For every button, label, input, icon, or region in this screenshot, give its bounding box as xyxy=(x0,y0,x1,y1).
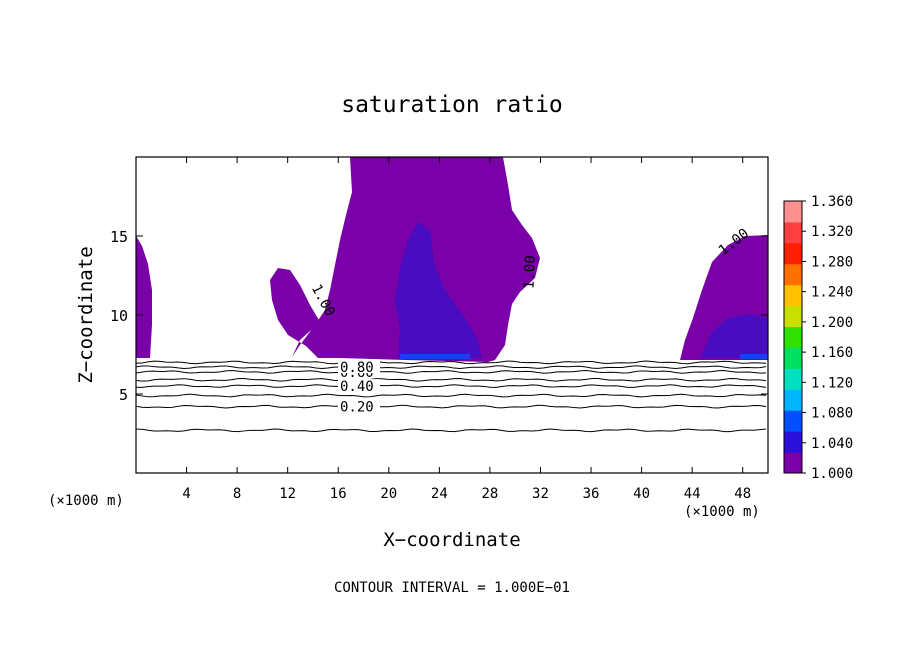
x-tick-label: 4 xyxy=(182,486,190,502)
x-tick-label: 28 xyxy=(481,486,498,502)
boundary-contour-label: 1.00 xyxy=(522,255,539,289)
colorbar-label: 1.320 xyxy=(811,224,853,240)
contour-line xyxy=(136,365,767,370)
colorbar-label: 1.280 xyxy=(811,254,853,270)
contour-line xyxy=(136,393,767,398)
contour-interval-note: CONTOUR INTERVAL = 1.000E−01 xyxy=(334,580,570,596)
colorbar-segment xyxy=(784,410,802,432)
colorbar-label: 1.040 xyxy=(811,436,853,452)
contour-lines xyxy=(136,360,767,433)
contour-label: 0.40 xyxy=(340,379,374,395)
colorbar-segment xyxy=(784,368,802,390)
x-tick-label: 36 xyxy=(583,486,600,502)
contour-line xyxy=(136,428,767,433)
region-base-glow-right xyxy=(740,354,768,359)
y-tick-label: 15 xyxy=(110,228,128,246)
x-axis-label: X−coordinate xyxy=(383,529,520,551)
colorbar-segment xyxy=(784,263,802,286)
contour-label-bg xyxy=(338,379,380,393)
colorbar-segment xyxy=(784,201,802,223)
colorbar-segment xyxy=(784,389,802,411)
x-tick-label: 16 xyxy=(330,486,347,502)
colorbar-label: 1.200 xyxy=(811,315,853,331)
colorbar-label: 1.120 xyxy=(811,375,853,391)
colorbar-segment xyxy=(784,242,802,265)
contour-label-bg xyxy=(338,360,380,374)
y-tick-label: 10 xyxy=(110,307,128,325)
y-axis: 5 10 15 xyxy=(110,228,768,404)
y-axis-label: Z−coordinate xyxy=(75,246,97,383)
region-base-glow-center xyxy=(400,354,470,359)
colorbar-segment xyxy=(784,431,802,453)
x-tick-label: 20 xyxy=(380,486,397,502)
chart-title: saturation ratio xyxy=(341,92,563,118)
x-unit-left: (×1000 m) xyxy=(48,493,124,509)
colorbar-frame xyxy=(783,200,803,474)
contour-line xyxy=(136,370,767,374)
contour-line xyxy=(136,377,767,382)
colorbar-segment xyxy=(784,326,802,348)
colorbar-label: 1.160 xyxy=(811,345,853,361)
x-tick-label: 12 xyxy=(279,486,296,502)
colorbar-segment xyxy=(784,305,802,328)
y-tick-label: 5 xyxy=(119,386,128,404)
colorbar-segment xyxy=(784,452,802,474)
colorbar-label: 1.080 xyxy=(811,406,853,422)
x-tick-label: 32 xyxy=(532,486,549,502)
x-tick-label: 24 xyxy=(431,486,448,502)
colorbar-segment xyxy=(784,221,802,244)
colorbar-segment xyxy=(784,284,802,307)
region-central-core xyxy=(395,222,482,358)
colorbar-label: 1.240 xyxy=(811,285,853,301)
colorbar-segment xyxy=(784,347,802,369)
x-tick-label: 48 xyxy=(734,486,751,502)
contour-label: 0.20 xyxy=(340,400,374,416)
x-tick-label: 44 xyxy=(684,486,701,502)
region-left-cloud xyxy=(136,236,152,358)
x-tick-label: 8 xyxy=(233,486,241,502)
contour-label: 0.80 xyxy=(340,360,374,376)
x-unit-right: (×1000 m) xyxy=(684,504,760,520)
colorbar-label: 1.360 xyxy=(811,194,853,210)
colorbar: 1.360 1.320 1.280 1.240 1.200 1.160 1.120 1.080… xyxy=(783,194,853,482)
filled-regions xyxy=(136,157,768,362)
contour-label-bg xyxy=(338,399,380,413)
contour-line xyxy=(136,360,767,365)
x-tick-label: 40 xyxy=(633,486,650,502)
contour-labels: 0.200.400.600.80 xyxy=(338,360,380,416)
contour-line xyxy=(136,384,767,388)
contour-line xyxy=(136,404,767,409)
x-axis: 4 8 12 16 20 24 28 32 36 40 44 48 xyxy=(182,157,751,502)
region-right-core xyxy=(700,314,768,358)
colorbar-label: 1.000 xyxy=(811,466,853,482)
